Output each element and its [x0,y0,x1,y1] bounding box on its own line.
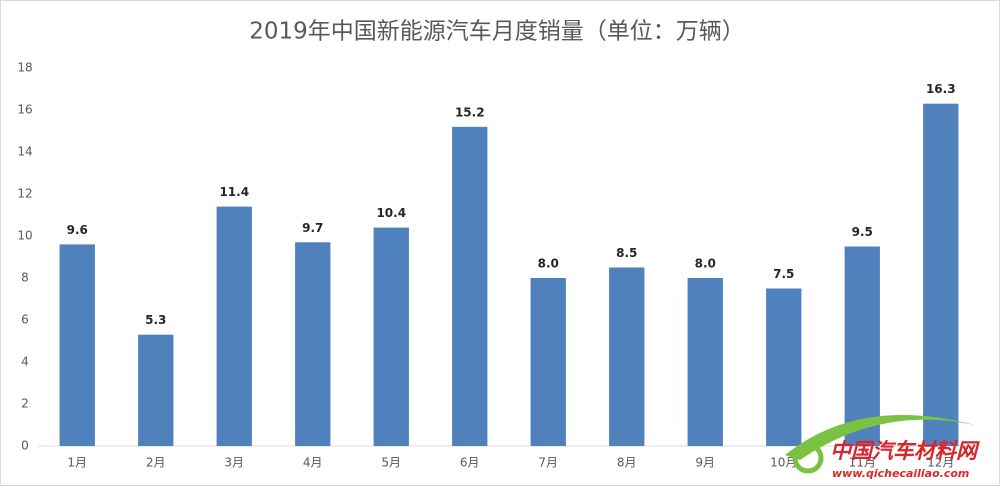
bar [844,246,880,446]
x-tick-label: 2月 [146,456,166,470]
x-tick-label: 5月 [381,456,401,470]
x-tick-label: 4月 [303,456,323,470]
watermark: 中国汽车材料网 www.qichecailiao.com [785,415,980,480]
value-label: 16.3 [926,82,956,96]
bar [59,244,95,446]
value-label: 8.0 [538,257,559,271]
bar [452,126,488,447]
value-label: 8.0 [695,257,716,271]
x-tick-label: 7月 [538,456,558,470]
bar [530,278,566,446]
x-tick-label: 9月 [695,456,715,470]
bar [216,206,252,446]
bar [609,267,645,446]
watermark-logo [792,442,824,474]
bar [295,242,331,446]
x-tick-label: 3月 [224,456,244,470]
y-tick-label: 8 [21,271,29,285]
x-tick-label: 10月 [770,456,797,470]
x-tick-label: 12月 [927,456,954,470]
value-label: 10.4 [376,206,406,220]
y-tick-label: 4 [21,355,29,369]
y-tick-label: 0 [21,439,29,453]
value-label: 11.4 [219,185,249,199]
bar [687,278,723,446]
y-tick-label: 6 [21,313,29,327]
value-label: 9.6 [67,223,88,237]
bar [138,334,174,446]
watermark-url: www.qichecailiao.com [832,467,969,480]
bar [923,103,959,446]
y-tick-label: 2 [21,397,29,411]
y-tick-label: 16 [17,103,32,117]
value-label: 9.7 [302,221,323,235]
value-label: 8.5 [616,246,637,260]
x-tick-label: 6月 [460,456,480,470]
watermark-name: 中国汽车材料网 [830,439,980,463]
bar [766,288,802,446]
watermark-swoosh [785,415,975,460]
y-tick-label: 14 [17,145,32,159]
value-label: 5.3 [145,313,166,327]
x-tick-label: 1月 [67,456,87,470]
x-tick-label: 11月 [849,456,876,470]
chart-title: 2019年中国新能源汽车月度销量（单位：万辆） [249,19,745,45]
value-label: 7.5 [773,267,794,281]
bar [373,227,409,446]
y-tick-label: 18 [17,61,32,75]
value-label: 9.5 [852,225,873,239]
y-tick-label: 10 [17,229,32,243]
value-label: 15.2 [455,105,485,119]
y-tick-label: 12 [17,187,32,201]
x-tick-label: 8月 [617,456,637,470]
